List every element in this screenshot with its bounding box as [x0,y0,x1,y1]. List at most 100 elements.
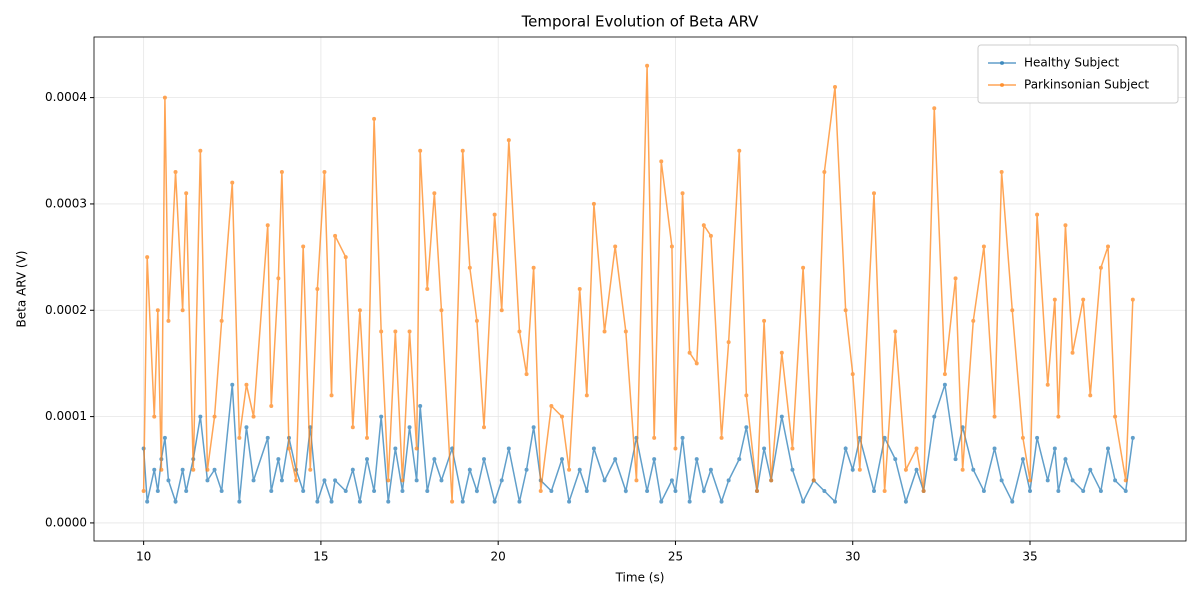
point [276,457,281,462]
point [1035,435,1040,440]
point [365,435,369,440]
point [152,414,157,419]
point [205,467,210,472]
point [687,350,692,355]
point [779,350,784,355]
point [379,329,384,334]
point [315,499,320,504]
x-tick-label: 35 [1022,550,1037,564]
point [669,244,674,249]
point [843,446,848,451]
point [833,499,837,504]
point [205,478,210,483]
point [971,318,976,323]
point [584,489,589,494]
point [1028,478,1032,483]
point [1106,244,1110,249]
point [872,489,876,494]
point [613,244,618,249]
point [482,425,486,430]
point [850,372,855,377]
point [872,191,876,196]
point [322,170,327,175]
point [173,170,178,175]
point [659,499,664,504]
point [439,308,444,313]
point [301,244,306,249]
point [1081,489,1086,494]
point [329,393,334,398]
point [191,467,196,472]
point [645,489,650,494]
point [549,403,554,408]
point [393,446,398,451]
point [719,499,724,504]
point [432,191,437,196]
point [1028,489,1032,494]
point [279,170,284,175]
point [680,435,685,440]
point [762,318,767,323]
point [914,446,919,451]
point [450,499,455,504]
point [315,287,320,291]
point [301,489,306,494]
point [708,467,713,472]
y-tick-label: 0.0000 [45,515,87,529]
point [180,467,185,472]
point [365,457,369,462]
point [623,329,628,334]
point [584,393,589,398]
point [769,478,774,483]
point [159,467,164,472]
point [687,499,692,504]
point [219,489,224,494]
point [279,478,284,483]
point [184,191,189,196]
point [567,499,572,504]
point [694,457,699,462]
point [166,478,171,483]
point [652,457,657,462]
point [694,361,699,366]
point [180,308,185,313]
point [801,265,806,270]
point [350,425,355,430]
point [1010,499,1015,504]
point [474,318,479,323]
point [953,457,958,462]
point [1070,350,1075,355]
point [166,318,171,323]
series-line [142,384,1134,505]
x-tick-label: 15 [313,550,328,564]
x-axis-label: Time (s) [615,571,665,585]
point [1113,414,1118,419]
point [1020,435,1025,440]
y-tick-label: 0.0004 [45,90,87,104]
point [276,276,281,281]
point [1088,393,1093,398]
legend-box [977,44,1179,104]
point [425,489,430,494]
point [811,478,816,483]
point [992,446,997,451]
point [701,489,706,494]
point [801,499,806,504]
point [1056,489,1061,494]
y-tick-label: 0.0003 [45,196,87,210]
point [903,467,908,472]
point [492,212,497,217]
point [386,499,391,504]
point [549,489,554,494]
point [1123,489,1128,494]
point [439,478,444,483]
point [407,329,412,334]
point [932,414,937,419]
y-tick-label: 0.0001 [45,409,87,423]
point [357,308,362,313]
point [499,308,504,313]
point [162,95,167,100]
point [425,287,430,291]
legend-marker [1000,61,1004,65]
